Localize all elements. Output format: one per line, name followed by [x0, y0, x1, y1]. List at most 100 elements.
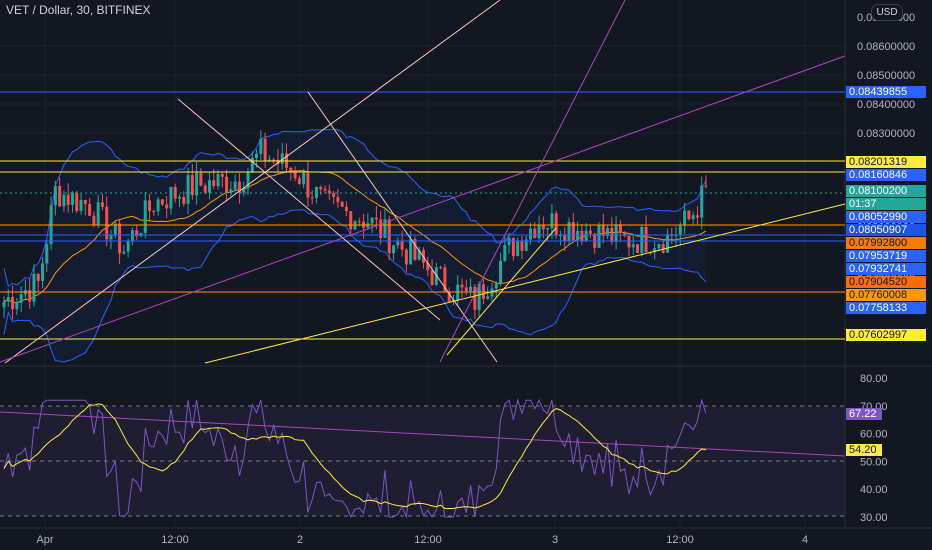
price-tag: 0.08100200: [846, 184, 926, 197]
candle-body: [70, 192, 74, 205]
rsi-trend-line: [0, 411, 846, 457]
price-tag: 0.07760008: [846, 288, 926, 301]
candle-body: [79, 199, 83, 211]
candle-body: [45, 244, 49, 264]
candle-body: [88, 204, 92, 216]
candle-body: [36, 273, 40, 281]
candle-body: [366, 223, 370, 228]
candle-body: [53, 185, 57, 206]
candle-body: [558, 235, 562, 237]
candle-body: [486, 296, 490, 299]
candle-body: [19, 294, 23, 303]
trend-line-yellow: [204, 203, 846, 364]
symbol-title[interactable]: VET / Dollar, 30, BITFINEX: [6, 3, 151, 17]
candle-body: [623, 232, 627, 236]
candle-body: [606, 228, 610, 237]
candle-body: [135, 230, 139, 237]
candle-body: [503, 244, 507, 261]
price-tick: 0.08400000: [857, 99, 915, 111]
price-tag: 0.07992800: [846, 236, 926, 249]
candle-body: [618, 224, 622, 233]
candle-body: [494, 283, 498, 289]
candle-body: [409, 239, 413, 265]
candle-body: [379, 219, 383, 238]
candle-body: [640, 226, 644, 253]
candle-body: [499, 260, 503, 284]
rsi-tick: 30.00: [860, 512, 888, 524]
candle-body: [400, 241, 404, 250]
candle-body: [460, 284, 464, 288]
candle-body: [691, 215, 695, 220]
candle-body: [113, 223, 117, 235]
candle-body: [683, 210, 687, 226]
candle-body: [28, 290, 32, 302]
candle-body: [464, 287, 468, 292]
price-tag: 0.08439855: [846, 86, 926, 99]
candle-body: [105, 206, 109, 240]
candle-body: [169, 186, 173, 209]
candle-body: [66, 194, 70, 205]
trend-line-yellow-2: [446, 227, 557, 356]
candle-body: [323, 189, 327, 191]
candle-body: [700, 185, 704, 218]
candle-body: [336, 196, 340, 202]
candle-body: [636, 244, 640, 253]
candle-body: [178, 196, 181, 199]
candle-body: [319, 187, 323, 190]
candle-body: [302, 172, 306, 185]
candle-body: [524, 239, 528, 251]
candle-body: [678, 225, 682, 235]
candle-body: [186, 175, 190, 204]
rsi-ma-line: [3, 403, 707, 509]
price-tag: 0.07602997: [846, 329, 926, 342]
candle-body: [657, 244, 661, 249]
time-label: 2: [297, 534, 303, 546]
candle-body: [374, 217, 378, 220]
candle-body: [644, 226, 648, 253]
rsi-tick: 50.00: [860, 456, 888, 468]
candle-body: [263, 138, 267, 162]
drawing-lines: [0, 0, 846, 364]
candle-body: [41, 263, 45, 281]
trend-line-purple-2: [0, 55, 846, 363]
candle-body: [6, 297, 10, 302]
trend-line-pink: [4, 0, 501, 364]
candle-body: [357, 221, 361, 223]
candle-body: [481, 284, 485, 299]
candle-body: [554, 213, 558, 236]
candle-body: [550, 213, 554, 229]
price-tag: 0.07932741: [846, 262, 926, 275]
candle-body: [83, 199, 87, 205]
candle-body: [704, 185, 708, 187]
candle-body: [601, 225, 605, 237]
candle-body: [212, 180, 216, 187]
price-tag: 0.08160846: [846, 168, 926, 181]
candle-body: [473, 286, 477, 310]
price-tag: 0.08052990: [846, 210, 926, 223]
candle-body: [580, 230, 584, 242]
candle-body: [306, 172, 310, 198]
candle-body: [92, 215, 96, 226]
currency-button[interactable]: USD: [871, 4, 903, 21]
candle-body: [541, 224, 545, 230]
candle-body: [2, 301, 6, 308]
rsi-line: [3, 398, 707, 519]
price-tick: 0.08600000: [857, 41, 915, 53]
time-axis: Apr 12:00 2 12:00 3 12:00 4: [36, 534, 808, 546]
candle-body: [280, 153, 284, 164]
band-upper: [3, 128, 707, 287]
candle-body: [118, 223, 122, 254]
candle-body: [687, 210, 691, 220]
candle-body: [216, 174, 220, 187]
candle-body: [207, 180, 211, 193]
rsi-pane: [0, 398, 846, 519]
candle-body: [439, 267, 443, 269]
candle-body: [413, 239, 417, 260]
candle-body: [297, 178, 301, 185]
candle-body: [62, 194, 66, 207]
candle-body: [404, 249, 408, 265]
candle-body: [100, 202, 104, 207]
candle-body: [627, 235, 631, 248]
